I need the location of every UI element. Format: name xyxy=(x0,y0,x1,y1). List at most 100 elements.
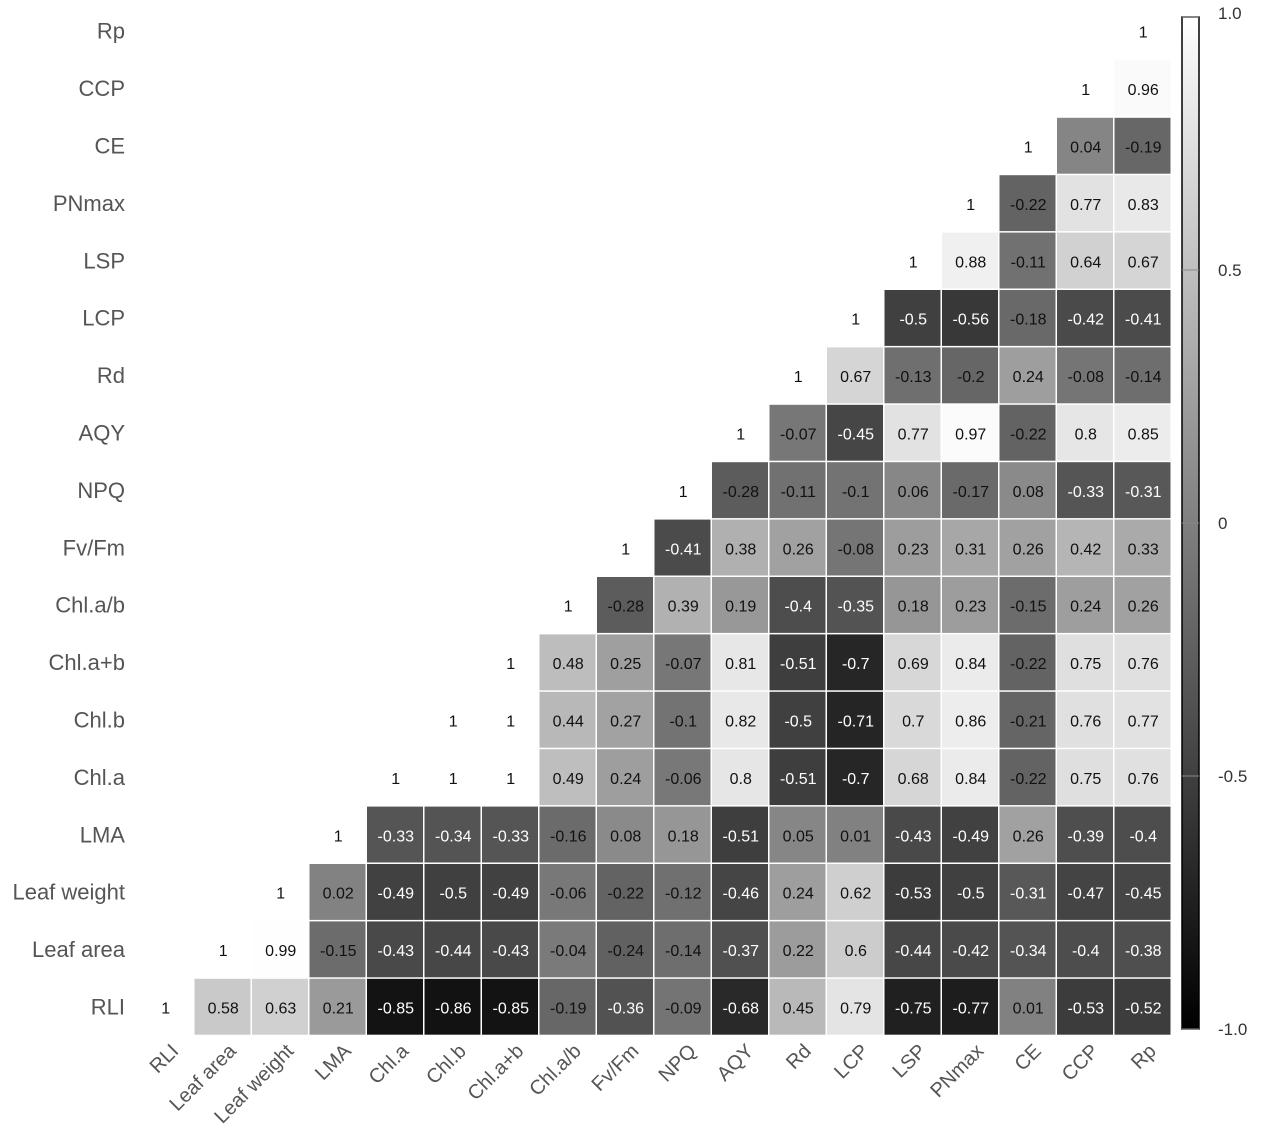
value-label-chl-b-vs-chl-b: 1 xyxy=(449,714,458,731)
value-label-chl-a-b-vs-lsp: 0.18 xyxy=(898,599,929,616)
cell-aqy-vs-rp xyxy=(1114,404,1171,461)
color-scale-tick-label: -0.5 xyxy=(1218,767,1247,786)
cell-rli-vs-chl-b xyxy=(424,978,481,1035)
y-label-chl-b: Chl.b xyxy=(74,708,125,733)
cell-leaf-area-vs-lma xyxy=(309,921,366,978)
cell-ce-vs-rp xyxy=(1114,117,1171,174)
value-label-fv-fm-vs-rp: 0.33 xyxy=(1128,541,1159,558)
color-scale-tick-label: 0 xyxy=(1218,514,1227,533)
x-label-rd: Rd xyxy=(782,1040,816,1074)
value-label-leaf-area-vs-chl-b: -0.44 xyxy=(435,943,472,960)
value-label-leaf-area-vs-rp: -0.38 xyxy=(1125,943,1162,960)
value-label-chl-b-vs-rp: 0.77 xyxy=(1128,714,1159,731)
cell-fv-fm-vs-ce xyxy=(999,519,1056,576)
color-scale-tick-label: 0.5 xyxy=(1218,261,1242,280)
cell-fv-fm-vs-pnmax xyxy=(942,519,998,576)
y-label-leaf-weight: Leaf weight xyxy=(12,880,125,905)
cell-lsp-vs-ce xyxy=(999,232,1056,289)
cell-chl-a-vs-pnmax xyxy=(942,749,998,806)
y-label-rd: Rd xyxy=(97,363,125,388)
cell-chl-a-b-vs-npq xyxy=(654,634,711,691)
value-label-lsp-vs-pnmax: 0.88 xyxy=(955,254,986,271)
cell-leaf-area-vs-ccp xyxy=(1057,921,1113,978)
value-label-lcp-vs-pnmax: -0.56 xyxy=(953,312,990,329)
value-label-aqy-vs-aqy: 1 xyxy=(736,427,745,444)
cell-leaf-area-vs-lcp xyxy=(827,921,883,978)
value-label-chl-a-b-vs-lcp: -0.7 xyxy=(842,656,870,673)
value-label-rli-vs-chl-a: -0.85 xyxy=(378,1001,415,1018)
value-label-leaf-weight-vs-ccp: -0.47 xyxy=(1068,886,1105,903)
cell-npq-vs-aqy xyxy=(712,462,768,519)
value-label-lma-vs-pnmax: -0.49 xyxy=(953,828,990,845)
value-label-rli-vs-rp: -0.52 xyxy=(1125,1001,1162,1018)
cell-lcp-vs-ccp xyxy=(1057,290,1113,346)
value-label-npq-vs-npq: 1 xyxy=(679,484,688,501)
cell-leaf-weight-vs-fv-fm xyxy=(597,864,653,920)
value-label-chl-a-b-vs-pnmax: 0.84 xyxy=(955,656,986,673)
cell-aqy-vs-lcp xyxy=(827,404,883,461)
cell-rli-vs-lcp xyxy=(827,978,883,1035)
value-label-leaf-weight-vs-npq: -0.12 xyxy=(665,886,702,903)
value-label-chl-a-vs-lcp: -0.7 xyxy=(842,771,870,788)
value-label-aqy-vs-pnmax: 0.97 xyxy=(955,427,986,444)
cell-rli-vs-chl-a-b xyxy=(539,978,596,1035)
x-label-chl-a-b: Chl.a+b xyxy=(464,1040,529,1105)
value-label-fv-fm-vs-fv-fm: 1 xyxy=(621,541,630,558)
cell-chl-a-vs-ce xyxy=(999,749,1056,806)
value-label-chl-b-vs-lcp: -0.71 xyxy=(838,714,875,731)
value-label-fv-fm-vs-aqy: 0.38 xyxy=(725,541,756,558)
cell-chl-a-vs-lsp xyxy=(884,749,941,806)
value-label-leaf-weight-vs-leaf-weight: 1 xyxy=(276,886,285,903)
value-label-chl-a-b-vs-npq: 0.39 xyxy=(668,599,699,616)
cell-leaf-area-vs-npq xyxy=(654,921,711,978)
value-label-leaf-weight-vs-ce: -0.31 xyxy=(1010,886,1047,903)
cell-chl-a-b-vs-pnmax xyxy=(942,577,998,633)
cell-fv-fm-vs-npq xyxy=(654,519,711,576)
value-label-rd-vs-lsp: -0.13 xyxy=(895,369,932,386)
cell-leaf-weight-vs-chl-a-b xyxy=(482,864,538,920)
value-label-chl-a-b-vs-chl-a-b: 1 xyxy=(506,656,515,673)
value-label-rli-vs-rd: 0.45 xyxy=(783,1001,814,1018)
value-label-lcp-vs-ccp: -0.42 xyxy=(1068,312,1105,329)
cell-chl-a-vs-chl-a-b xyxy=(482,749,538,806)
value-label-chl-b-vs-aqy: 0.82 xyxy=(725,714,756,731)
value-label-rd-vs-ccp: -0.08 xyxy=(1068,369,1105,386)
value-label-chl-b-vs-chl-a-b: 0.44 xyxy=(553,714,584,731)
value-label-chl-a-b-vs-npq: -0.07 xyxy=(665,656,702,673)
value-label-chl-a-b-vs-aqy: 0.81 xyxy=(725,656,756,673)
value-label-rli-vs-ce: 0.01 xyxy=(1013,1001,1044,1018)
cell-lma-vs-pnmax xyxy=(942,806,998,863)
value-label-lsp-vs-lsp: 1 xyxy=(909,254,918,271)
y-axis-labels: Rp CCP CE PNmax LSP LCP Rd AQY NPQ Fv/Fm Chl.a/b Ch… xyxy=(12,19,125,1020)
cell-leaf-area-vs-rp xyxy=(1114,921,1171,978)
value-label-lcp-vs-lsp: -0.5 xyxy=(899,312,927,329)
value-label-rli-vs-lcp: 0.79 xyxy=(840,1001,871,1018)
cell-chl-a-vs-rd xyxy=(769,749,826,806)
value-label-pnmax-vs-pnmax: 1 xyxy=(966,197,975,214)
cell-leaf-weight-vs-chl-b xyxy=(424,864,481,920)
value-label-chl-a-b-vs-ce: -0.22 xyxy=(1010,656,1047,673)
cell-chl-b-vs-rp xyxy=(1114,691,1171,748)
cell-rd-vs-pnmax xyxy=(942,347,998,404)
value-label-aqy-vs-rp: 0.85 xyxy=(1128,427,1159,444)
value-label-lma-vs-ce: 0.26 xyxy=(1013,828,1044,845)
value-label-npq-vs-rd: -0.11 xyxy=(781,484,816,501)
value-label-leaf-weight-vs-lsp: -0.53 xyxy=(895,886,932,903)
cell-chl-b-vs-ce xyxy=(999,691,1056,748)
value-label-chl-a-b-vs-rd: -0.51 xyxy=(780,656,817,673)
cell-npq-vs-lsp xyxy=(884,462,941,519)
y-label-chl-a-b: Chl.a/b xyxy=(55,593,125,618)
value-label-fv-fm-vs-pnmax: 0.31 xyxy=(955,541,986,558)
cell-fv-fm-vs-aqy xyxy=(712,519,768,576)
cell-chl-b-vs-npq xyxy=(654,691,711,748)
color-scale-legend: 1.0 0.5 0 -0.5 -1.0 xyxy=(1181,4,1247,1039)
cell-rd-vs-lcp xyxy=(827,347,883,404)
color-scale-tick-label: -1.0 xyxy=(1218,1020,1247,1039)
value-label-chl-a-b-vs-aqy: 0.19 xyxy=(725,599,756,616)
value-label-leaf-weight-vs-chl-b: -0.5 xyxy=(439,886,467,903)
cell-leaf-weight-vs-lma xyxy=(309,864,366,920)
x-label-lsp: LSP xyxy=(888,1040,930,1082)
value-label-pnmax-vs-ccp: 0.77 xyxy=(1070,197,1101,214)
